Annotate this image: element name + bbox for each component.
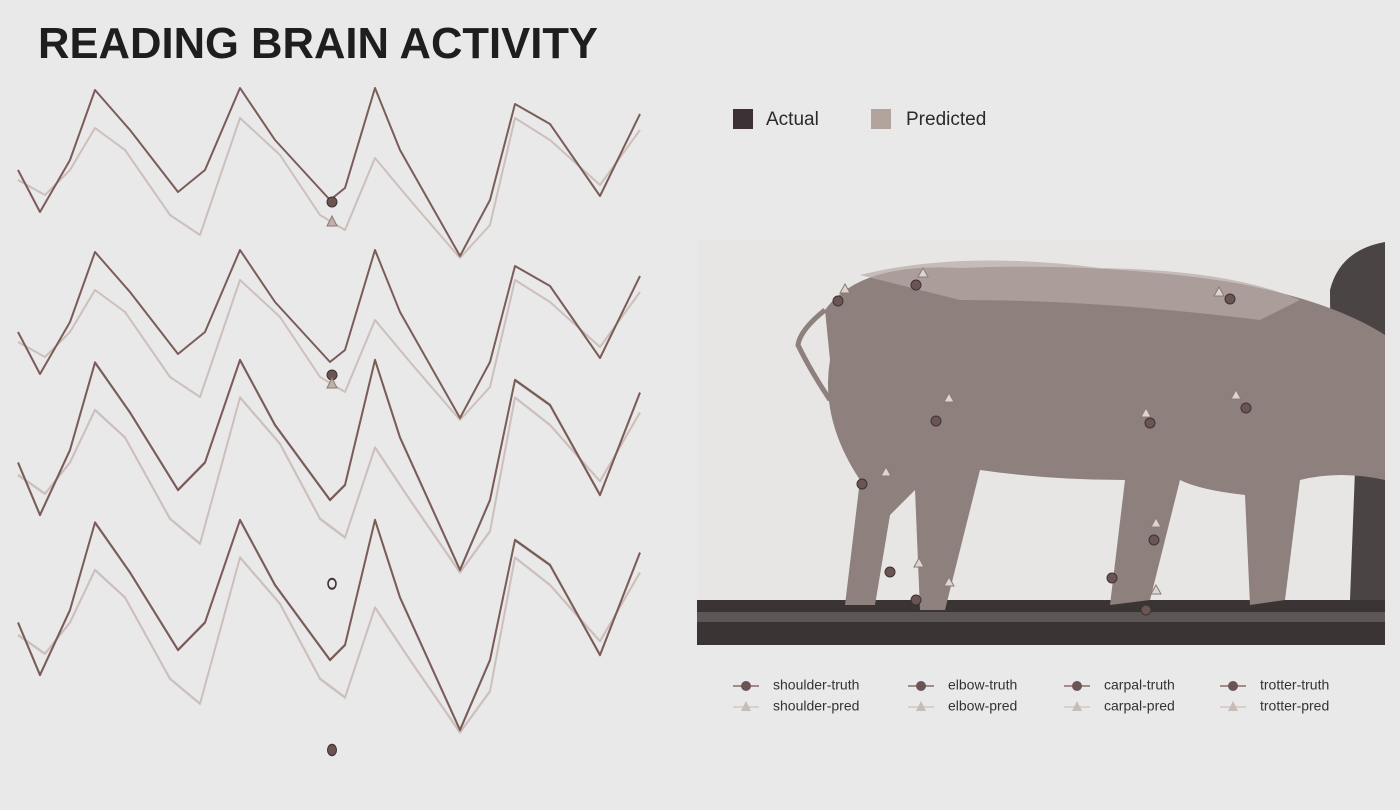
- legend-marker: [741, 701, 751, 711]
- keypoint-legend: shoulder-truth shoulder-pred elbow-truth el…: [733, 677, 1329, 714]
- legend-swatch: [871, 109, 891, 129]
- legend-label: Actual: [766, 109, 819, 130]
- legend-label: Predicted: [906, 109, 986, 130]
- slide-title: READING BRAIN ACTIVITY: [38, 19, 598, 68]
- waveform-row: [17, 249, 641, 421]
- pig-photo: [697, 240, 1385, 645]
- legend-label: elbow-pred: [948, 698, 1017, 714]
- legend-marker: [916, 681, 926, 691]
- waveform-row: [17, 87, 641, 259]
- waveform-row: [16, 518, 642, 757]
- legend-label: carpal-truth: [1104, 677, 1175, 693]
- legend-marker: [741, 681, 751, 691]
- legend-label: elbow-truth: [948, 677, 1017, 693]
- legend-swatch: [733, 109, 753, 129]
- legend-label: trotter-truth: [1260, 677, 1329, 693]
- legend-marker: [916, 701, 926, 711]
- legend-marker: [1228, 701, 1238, 711]
- legend-label: carpal-pred: [1104, 698, 1175, 714]
- legend-label: shoulder-pred: [773, 698, 859, 714]
- waveform-row: [16, 358, 642, 590]
- legend-marker: [1072, 701, 1082, 711]
- legend-marker: [1228, 681, 1238, 691]
- legend-label: trotter-pred: [1260, 698, 1329, 714]
- legend-label: shoulder-truth: [773, 677, 859, 693]
- legend-marker: [1072, 681, 1082, 691]
